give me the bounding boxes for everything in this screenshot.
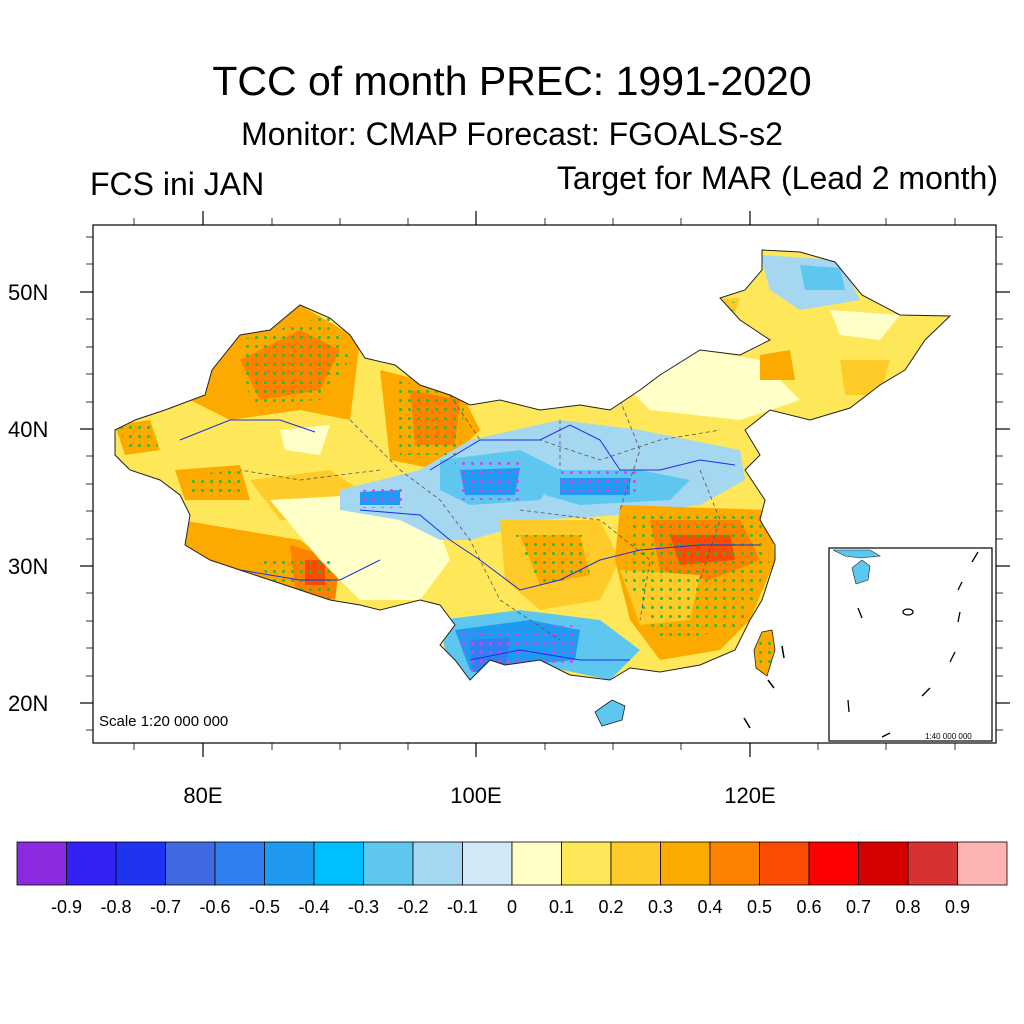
inset-scale-label: 1:40 000 000 bbox=[925, 732, 972, 741]
colorbar-label: -0.7 bbox=[150, 897, 181, 917]
colorbar-swatch bbox=[709, 841, 760, 886]
init-label: FCS ini JAN bbox=[90, 166, 265, 202]
lat-label-40n: 40N bbox=[8, 417, 48, 442]
lon-label-80e: 80E bbox=[183, 783, 222, 808]
colorbar-swatch bbox=[16, 841, 67, 886]
colorbar-swatch bbox=[115, 841, 166, 886]
colorbar-swatch bbox=[462, 841, 513, 886]
colorbar-swatch bbox=[610, 841, 661, 886]
colorbar-label: -0.5 bbox=[249, 897, 280, 917]
china-outline bbox=[114, 249, 952, 681]
colorbar-label: 0.1 bbox=[549, 897, 574, 917]
colorbar-swatch bbox=[511, 841, 562, 886]
colorbar-label: -0.8 bbox=[100, 897, 131, 917]
colorbar-labels: -0.9 -0.8 -0.7 -0.6 -0.5 -0.4 -0.3 -0.2 -0.1 0 0.1… bbox=[51, 897, 970, 917]
colorbar-label: 0.5 bbox=[747, 897, 772, 917]
colorbar-swatch bbox=[66, 841, 117, 886]
colorbar-swatch bbox=[858, 841, 909, 886]
colorbar-label: 0.4 bbox=[697, 897, 722, 917]
map-scale-label: Scale 1:20 000 000 bbox=[99, 713, 228, 730]
colorbar-swatch bbox=[957, 841, 1008, 886]
lat-label-50n: 50N bbox=[8, 280, 48, 305]
colorbar-swatch bbox=[759, 841, 810, 886]
colorbar-label: -0.6 bbox=[199, 897, 230, 917]
target-label: Target for MAR (Lead 2 month) bbox=[556, 160, 998, 196]
lon-label-100e: 100E bbox=[450, 783, 501, 808]
lat-label-30n: 30N bbox=[8, 554, 48, 579]
south-china-sea-inset bbox=[828, 547, 993, 742]
colorbar-label: 0.3 bbox=[648, 897, 673, 917]
colorbar-swatch bbox=[561, 841, 612, 886]
lon-label-120e: 120E bbox=[724, 783, 775, 808]
colorbar-label: 0.6 bbox=[796, 897, 821, 917]
colorbar bbox=[16, 841, 1008, 886]
colorbar-label: 0.8 bbox=[895, 897, 920, 917]
colorbar-swatch bbox=[808, 841, 859, 886]
colorbar-swatch bbox=[412, 841, 463, 886]
colorbar-label: -0.4 bbox=[298, 897, 329, 917]
colorbar-label: 0.2 bbox=[598, 897, 623, 917]
colorbar-label: -0.3 bbox=[348, 897, 379, 917]
hainan-region bbox=[594, 699, 626, 727]
chart-title: TCC of month PREC: 1991-2020 bbox=[212, 58, 812, 104]
colorbar-label: -0.2 bbox=[397, 897, 428, 917]
colorbar-swatch bbox=[165, 841, 216, 886]
colorbar-swatch bbox=[363, 841, 414, 886]
colorbar-label: 0.9 bbox=[945, 897, 970, 917]
colorbar-swatch bbox=[214, 841, 265, 886]
colorbar-swatch bbox=[313, 841, 364, 886]
colorbar-swatch bbox=[264, 841, 315, 886]
colorbar-swatch bbox=[907, 841, 958, 886]
chart-subtitle: Monitor: CMAP Forecast: FGOALS-s2 bbox=[241, 116, 783, 152]
lat-label-20n: 20N bbox=[8, 691, 48, 716]
colorbar-label: 0.7 bbox=[846, 897, 871, 917]
colorbar-label: 0 bbox=[507, 897, 517, 917]
nine-dash-line bbox=[743, 645, 785, 729]
colorbar-label: -0.1 bbox=[447, 897, 478, 917]
colorbar-swatch bbox=[660, 841, 711, 886]
colorbar-label: -0.9 bbox=[51, 897, 82, 917]
